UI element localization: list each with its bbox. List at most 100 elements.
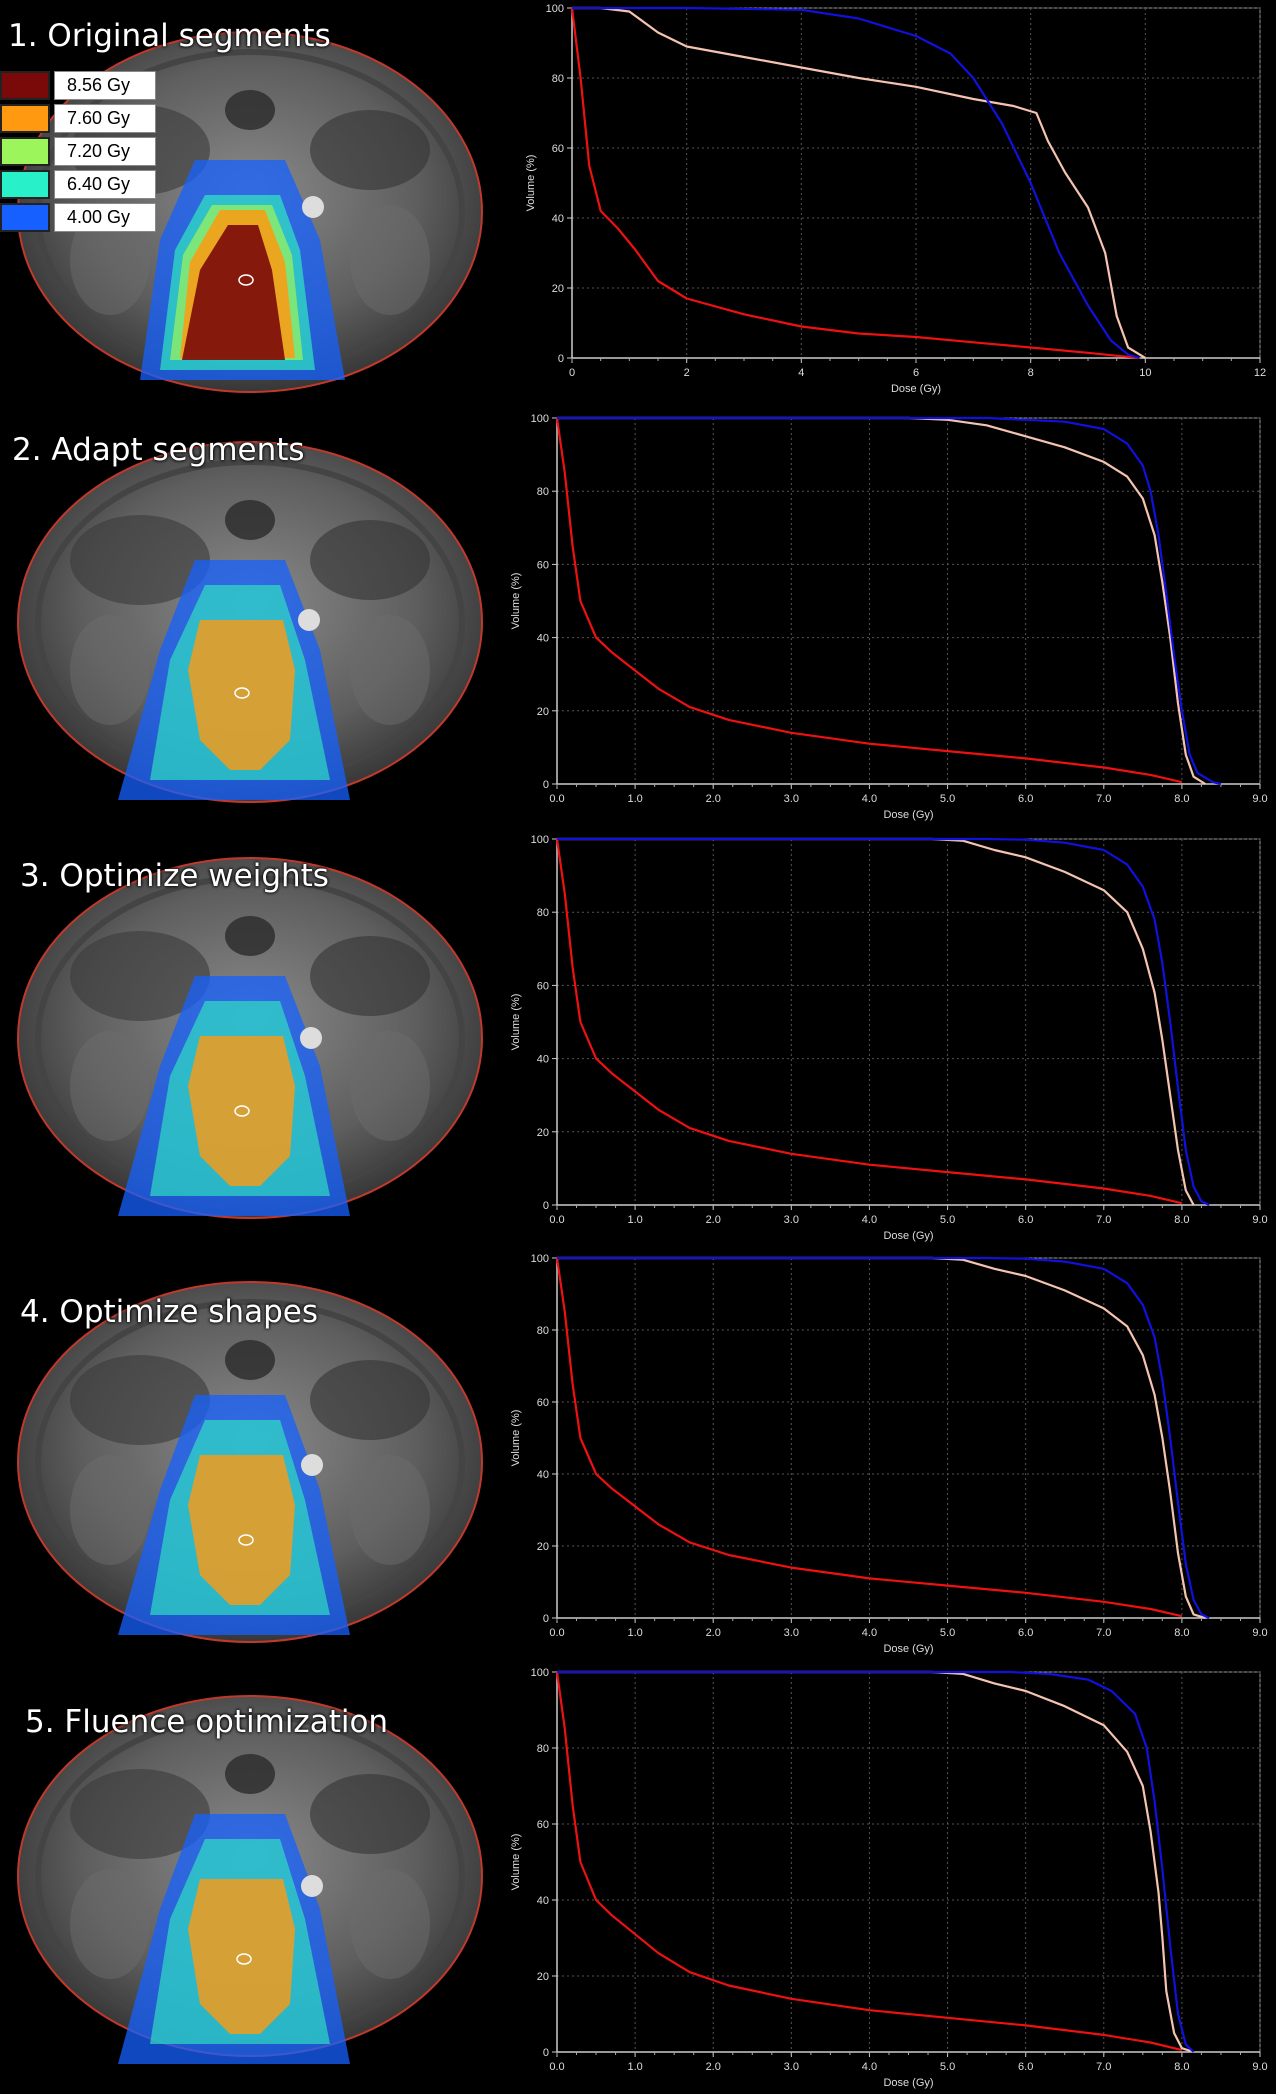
x-tick-label: 0 xyxy=(569,367,575,379)
y-axis-label: Volume (%) xyxy=(510,1834,522,1891)
x-tick-label: 1.0 xyxy=(627,2061,642,2073)
y-tick-label: 20 xyxy=(537,1971,549,1983)
x-tick-label: 5.0 xyxy=(940,1627,955,1639)
y-tick-label: 100 xyxy=(531,413,549,425)
x-tick-label: 9.0 xyxy=(1252,2061,1267,2073)
y-tick-label: 40 xyxy=(537,1054,549,1066)
x-tick-label: 3.0 xyxy=(784,793,799,805)
y-tick-label: 80 xyxy=(537,907,549,919)
legend-item: 6.40 Gy xyxy=(0,169,160,200)
dose-wash-2 xyxy=(118,560,350,800)
x-tick-label: 9.0 xyxy=(1252,793,1267,805)
x-tick-label: 3.0 xyxy=(784,1627,799,1639)
x-tick-label: 2.0 xyxy=(706,1214,721,1226)
y-axis-label: Volume (%) xyxy=(510,994,522,1051)
x-tick-label: 10 xyxy=(1139,367,1151,379)
dvh-series-line-3 xyxy=(557,1256,1210,1619)
dvh-series-line-2 xyxy=(572,6,1146,359)
y-tick-label: 20 xyxy=(537,706,549,718)
dose-wash-5 xyxy=(118,1814,350,2064)
y-tick-label: 80 xyxy=(537,486,549,498)
x-tick-label: 7.0 xyxy=(1096,793,1111,805)
dvh-chart-5: 0.0 1.0 2.0 3.0 4.0 5.0 6.0 7.0 8.0 9.0 0 20 40 60 80 1… xyxy=(510,1667,1268,2089)
plot-area xyxy=(556,417,1261,785)
legend-label: 6.40 Gy xyxy=(54,170,156,199)
dvh-series-line-1 xyxy=(570,7,1140,360)
dvh-series-line-1 xyxy=(555,1257,1183,1618)
y-tick-label: 60 xyxy=(537,1397,549,1409)
x-axis-label: Dose (Gy) xyxy=(891,383,941,395)
dvh-series-line-3 xyxy=(557,837,1210,1206)
y-tick-label: 20 xyxy=(537,1127,549,1139)
x-tick-label: 1.0 xyxy=(627,1214,642,1226)
x-tick-label: 8.0 xyxy=(1174,1627,1189,1639)
y-tick-label: 60 xyxy=(537,1819,549,1831)
y-tick-label: 80 xyxy=(552,73,564,85)
step-row-5: 5. Fluence optimization 0.0 1.0 2.0 3.0 4.0 5… xyxy=(0,1664,1276,2089)
x-tick-label: 6.0 xyxy=(1018,2061,1033,2073)
legend-label: 7.60 Gy xyxy=(54,104,156,133)
x-tick-label: 4.0 xyxy=(862,1214,877,1226)
x-tick-label: 7.0 xyxy=(1096,1627,1111,1639)
dvh-series-line-1 xyxy=(555,417,1183,784)
x-tick-label: 8.0 xyxy=(1174,2061,1189,2073)
y-tick-label: 0 xyxy=(543,2047,549,2059)
x-tick-label: 7.0 xyxy=(1096,2061,1111,2073)
dvh-series-line-3 xyxy=(572,6,1140,360)
x-tick-label: 9.0 xyxy=(1252,1627,1267,1639)
y-tick-label: 40 xyxy=(552,213,564,225)
plot-area xyxy=(556,1257,1261,1619)
dvh-chart-3: 0.0 1.0 2.0 3.0 4.0 5.0 6.0 7.0 8.0 9.0 0 20 40 60 80 1… xyxy=(510,834,1268,1242)
dvh-series-line-2 xyxy=(557,1256,1206,1620)
y-tick-label: 100 xyxy=(531,834,549,846)
x-tick-label: 12 xyxy=(1254,367,1266,379)
y-tick-label: 0 xyxy=(543,1200,549,1212)
ct-dose-scan-2 xyxy=(0,410,500,820)
step-title: 4. Optimize shapes xyxy=(20,1294,318,1330)
x-axis-label: Dose (Gy) xyxy=(883,809,933,821)
step-title: 3. Optimize weights xyxy=(20,858,329,894)
x-tick-label: 7.0 xyxy=(1096,1214,1111,1226)
x-tick-label: 9.0 xyxy=(1252,1214,1267,1226)
x-tick-label: 0.0 xyxy=(549,2061,564,2073)
ct-dose-scan-5 xyxy=(0,1664,500,2074)
y-tick-label: 100 xyxy=(546,3,564,15)
x-tick-label: 0.0 xyxy=(549,1627,564,1639)
legend-label: 4.00 Gy xyxy=(54,203,156,232)
legend-swatch xyxy=(0,104,50,133)
step-row-1: 1. Original segments 8.56 Gy 7.60 Gy 7.2… xyxy=(0,0,1276,418)
y-tick-label: 40 xyxy=(537,633,549,645)
x-tick-label: 3.0 xyxy=(784,1214,799,1226)
legend-item: 4.00 Gy xyxy=(0,202,160,233)
x-tick-label: 2.0 xyxy=(706,793,721,805)
x-tick-label: 6.0 xyxy=(1018,1214,1033,1226)
y-tick-label: 60 xyxy=(537,980,549,992)
step-title: 5. Fluence optimization xyxy=(25,1704,389,1740)
x-tick-label: 6.0 xyxy=(1018,1627,1033,1639)
step-row-3: 3. Optimize weights 0.0 1.0 2.0 3.0 4.0 5.0 6.… xyxy=(0,826,1276,1244)
x-tick-label: 0.0 xyxy=(549,793,564,805)
x-axis-label: Dose (Gy) xyxy=(883,1643,933,1655)
dvh-chart-2: 0.0 1.0 2.0 3.0 4.0 5.0 6.0 7.0 8.0 9.0 0 20 40 60 80 1… xyxy=(510,413,1268,821)
step-title: 2. Adapt segments xyxy=(12,432,305,468)
x-axis-label: Dose (Gy) xyxy=(883,1230,933,1242)
legend-swatch xyxy=(0,137,50,166)
x-tick-label: 8 xyxy=(1028,367,1034,379)
y-tick-label: 100 xyxy=(531,1253,549,1265)
y-tick-label: 80 xyxy=(537,1325,549,1337)
legend-item: 7.60 Gy xyxy=(0,103,160,134)
y-tick-label: 0 xyxy=(543,1613,549,1625)
dvh-chart-4: 0.0 1.0 2.0 3.0 4.0 5.0 6.0 7.0 8.0 9.0 0 20 40 60 80 1… xyxy=(510,1253,1268,1655)
x-tick-label: 5.0 xyxy=(940,1214,955,1226)
y-tick-label: 0 xyxy=(543,779,549,791)
x-tick-label: 2.0 xyxy=(706,2061,721,2073)
dvh-series-line-2 xyxy=(557,416,1206,785)
x-tick-label: 5.0 xyxy=(940,2061,955,2073)
step-row-2: 2. Adapt segments 0.0 1.0 2.0 3.0 4.0 5.0 6.0 7… xyxy=(0,410,1276,828)
x-tick-label: 4.0 xyxy=(862,1627,877,1639)
dvh-chart-1: 0 2 4 6 8 10 12 0 20 40 60 80 100 Dose (Gy) Volume (%) xyxy=(525,3,1266,395)
y-tick-label: 20 xyxy=(552,283,564,295)
dose-wash-4 xyxy=(118,1395,350,1635)
x-tick-label: 6.0 xyxy=(1018,793,1033,805)
x-tick-label: 5.0 xyxy=(940,793,955,805)
